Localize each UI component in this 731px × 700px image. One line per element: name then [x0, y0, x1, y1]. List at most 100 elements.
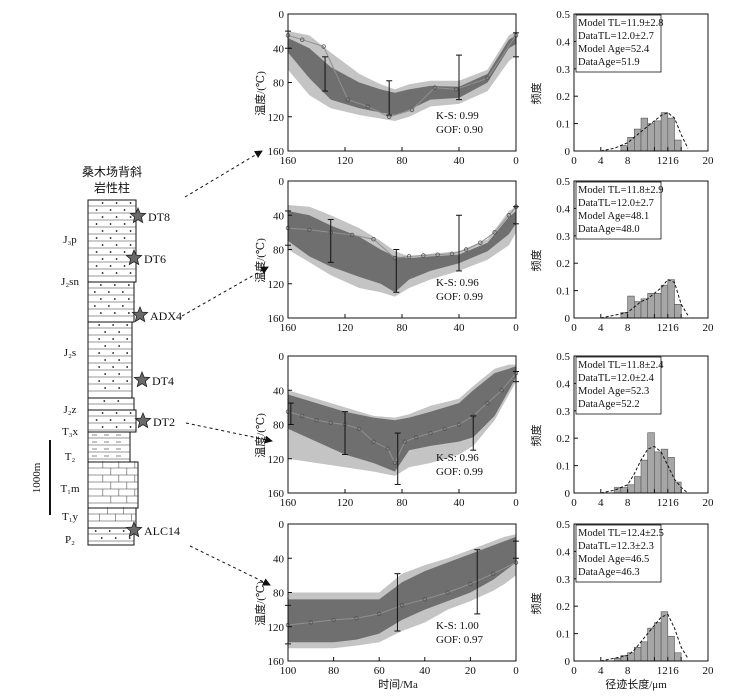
sand-dot — [109, 209, 112, 211]
lithology-unit — [87, 507, 137, 529]
histogram-chart-4: 0 0.1 0.2 0.3 0.4 0.5 0 4 8 1216 20 频度 Model TL=12.4… — [529, 519, 714, 677]
x-tick-label: 80 — [328, 665, 340, 677]
stats-box — [575, 356, 662, 415]
sand-dot — [114, 537, 117, 539]
sand-dot — [93, 305, 96, 307]
plot-frame — [573, 13, 709, 152]
fit-stat: GOF: 0.99 — [436, 466, 484, 478]
model-curve — [600, 445, 689, 494]
histogram-bar — [627, 137, 635, 152]
x-tick-label: 20 — [703, 322, 715, 334]
y-tick-label: 0.2 — [556, 91, 570, 103]
y-tick-label: 0 — [565, 313, 571, 325]
histogram-bar — [654, 622, 662, 662]
path-point — [453, 87, 459, 92]
fit-stat: GOF: 0.90 — [436, 124, 484, 136]
fit-stat: GOF: 0.99 — [436, 291, 484, 303]
model-stat: DataTL=12.0±2.7 — [578, 198, 654, 209]
x-tick-label: 0 — [513, 497, 519, 509]
sand-dot — [126, 380, 129, 382]
histogram-bar — [667, 457, 675, 494]
length-axis-title: 径迹长度/μm — [605, 677, 667, 691]
formation-label: T₃x — [62, 426, 79, 438]
sand-dot — [101, 244, 104, 246]
sand-dot — [104, 359, 107, 361]
sample-label: ADX4 — [150, 309, 182, 323]
column-title-2: 岩性柱 — [94, 180, 130, 195]
path-point — [331, 617, 336, 623]
x-tick-label: 100 — [280, 665, 297, 677]
model-stat: Model Age=46.5 — [578, 554, 649, 565]
inner-envelope — [288, 211, 516, 293]
formation-label: J₃p — [63, 234, 77, 246]
sand-dot — [126, 338, 129, 340]
stats-box — [575, 14, 662, 73]
y-tick-label: 0.2 — [556, 433, 570, 445]
sand-dot — [118, 345, 121, 347]
x-tick-label: 0 — [571, 497, 577, 509]
sample-star — [125, 248, 143, 266]
histogram-bar — [647, 123, 655, 152]
sample-arrow — [184, 150, 263, 198]
sand-dot — [101, 272, 104, 274]
x-tick-label: 60 — [374, 665, 386, 677]
x-tick-label: 0 — [513, 322, 519, 334]
y-tick-label: 120 — [268, 622, 285, 634]
y-tick-label: 0.1 — [556, 629, 570, 641]
path-point — [449, 251, 455, 256]
sand-dot — [98, 366, 101, 368]
y-axis-title: 温度/(℃) — [253, 413, 267, 458]
histogram-bar — [633, 128, 642, 152]
formation-label: P₂ — [65, 534, 75, 546]
histogram-bar — [647, 432, 655, 494]
path-point — [300, 37, 305, 42]
x-tick-label: 0 — [571, 665, 577, 677]
fit-stat: GOF: 0.97 — [436, 634, 484, 646]
sand-dot — [100, 537, 103, 539]
y-tick-label: 0 — [279, 351, 285, 363]
histogram-bar — [647, 627, 655, 662]
path-point — [445, 590, 450, 595]
model-stat: DataAge=46.3 — [578, 567, 640, 578]
path-point — [468, 581, 473, 587]
histogram-chart-3: 0 0.1 0.2 0.3 0.4 0.5 0 4 8 1216 20 频度 Model TL=11.8… — [529, 351, 714, 509]
y-axis-title: 频度 — [529, 424, 543, 446]
x-tick-label: 120 — [337, 497, 354, 509]
histogram-bar — [627, 484, 635, 494]
sand-dot — [112, 338, 115, 340]
sand-dot — [95, 265, 98, 267]
y-tick-label: 120 — [268, 112, 285, 124]
inner-envelope — [288, 536, 516, 643]
model-stat: Model Age=48.1 — [578, 211, 649, 222]
path-point — [385, 446, 390, 451]
model-stat: Model TL=11.8±2.9 — [578, 185, 663, 196]
sand-dot — [115, 230, 118, 232]
model-stat: DataAge=48.0 — [578, 224, 640, 235]
sample-star — [131, 305, 149, 323]
sand-dot — [98, 352, 101, 354]
path-point — [499, 388, 504, 393]
model-curve — [600, 613, 689, 662]
y-tick-label: 0.2 — [556, 601, 570, 613]
y-tick-label: 0.4 — [556, 36, 570, 48]
best-fit-path — [287, 206, 517, 259]
model-stat: DataAge=51.9 — [578, 57, 640, 68]
time-axis-title: 时间/Ma — [378, 678, 418, 691]
sand-dot — [98, 380, 101, 382]
x-tick-label: 80 — [397, 322, 409, 334]
sand-dot — [121, 291, 124, 293]
model-stat: DataTL=12.0±2.4 — [578, 373, 655, 384]
path-point — [354, 615, 359, 621]
model-stat: Model TL=11.9±2.8 — [578, 18, 663, 29]
y-tick-label: 160 — [268, 656, 285, 668]
path-point — [435, 252, 440, 257]
sample-arrow — [185, 422, 273, 444]
sand-dot — [107, 305, 110, 307]
sample-arrow — [181, 266, 269, 317]
x-tick-label: 8 — [625, 322, 631, 334]
path-point — [377, 611, 382, 617]
x-tick-label: 20 — [703, 497, 715, 509]
sample-label: DT8 — [148, 210, 170, 224]
y-tick-label: 80 — [273, 78, 285, 90]
